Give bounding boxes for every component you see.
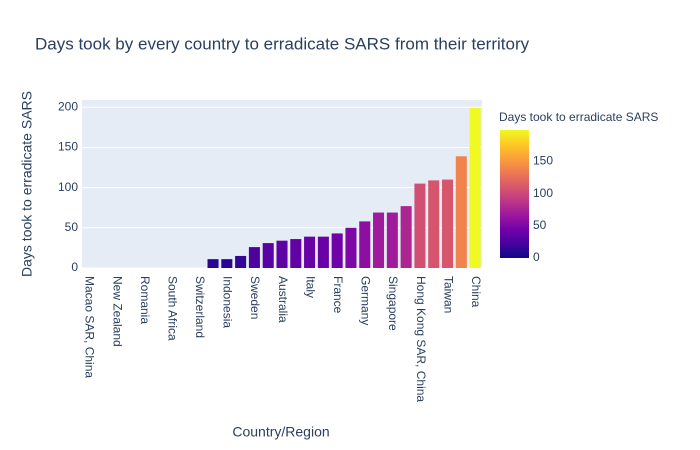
x-tick-label: Germany (359, 276, 373, 325)
bar (345, 227, 357, 268)
bar (207, 259, 219, 268)
x-tick-label: Singapore (386, 276, 400, 331)
x-tick-label: Sweden (248, 276, 262, 319)
x-tick-label: Macao SAR, China (83, 276, 97, 378)
bars (207, 108, 481, 269)
x-tick-label: Australia (276, 276, 290, 323)
y-tick-label: 100 (58, 180, 78, 194)
x-tick-label: Romania (138, 276, 152, 324)
colorbar (500, 130, 529, 258)
bar (304, 236, 316, 268)
bar (469, 108, 481, 269)
bar (290, 239, 302, 268)
bar (276, 240, 288, 268)
bar (428, 180, 440, 268)
bar (235, 255, 247, 268)
colorbar-tick-label: 150 (533, 154, 553, 168)
x-tick-label: Italy (303, 276, 317, 298)
x-axis-title: Country/Region (232, 424, 329, 440)
x-tick-label: New Zealand (110, 276, 124, 347)
y-tick-label: 150 (58, 140, 78, 154)
x-tick-label: Indonesia (221, 276, 235, 328)
y-tick-label: 50 (65, 220, 79, 234)
colorbar-tick-label: 100 (533, 186, 553, 200)
x-tick-label: China (469, 276, 483, 308)
colorbar-tick-label: 50 (533, 218, 547, 232)
bar (386, 212, 398, 268)
x-tick-label: France (331, 276, 345, 314)
colorbar-tick-label: 0 (533, 250, 540, 264)
bar (455, 156, 467, 268)
x-tick-label: Switzerland (193, 276, 207, 338)
x-tick-label: Taiwan (441, 276, 455, 313)
chart-title: Days took by every country to erradicate… (35, 34, 530, 53)
bar (442, 179, 454, 268)
bar (400, 206, 412, 268)
x-tick-label: South Africa (165, 276, 179, 341)
bar (221, 259, 233, 268)
bar (262, 243, 274, 268)
bar (373, 212, 385, 268)
colorbar-title: Days took to erradicate SARS (499, 110, 658, 124)
bar (248, 247, 260, 268)
bar (359, 221, 371, 268)
bar (331, 233, 343, 268)
y-tick-label: 0 (71, 260, 78, 274)
y-tick-label: 200 (58, 99, 78, 113)
bar (414, 183, 426, 268)
y-axis-title: Days took to erradicate SARS (19, 91, 35, 277)
x-tick-label: Hong Kong SAR, China (414, 276, 428, 402)
bar (317, 236, 329, 268)
